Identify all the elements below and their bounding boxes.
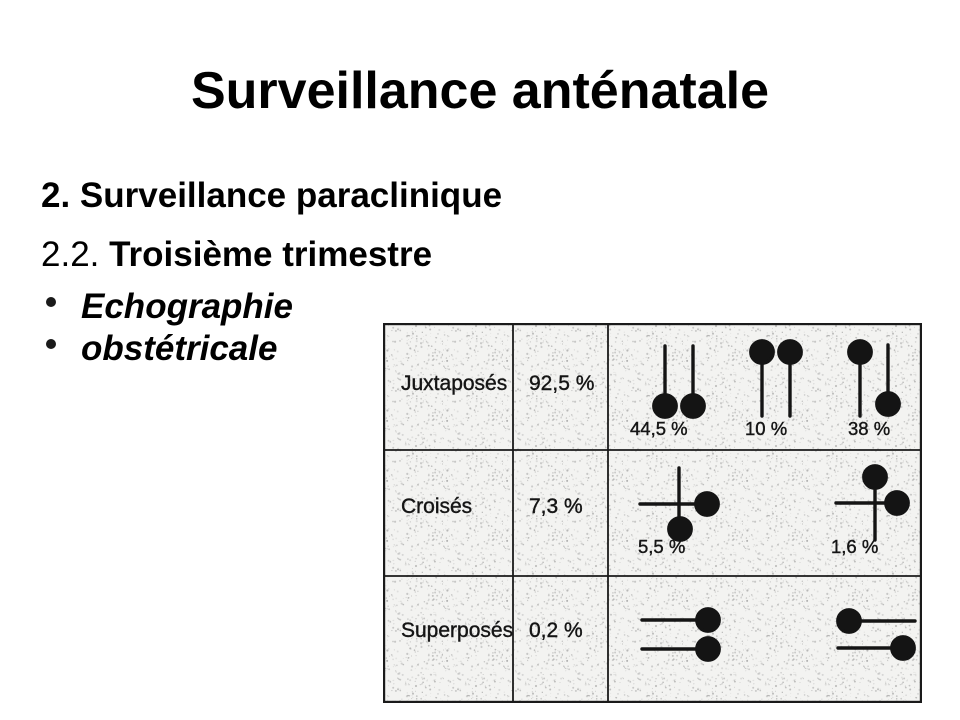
svg-text:1,6 %: 1,6 % bbox=[831, 536, 878, 557]
svg-text:7,3 %: 7,3 % bbox=[529, 495, 583, 518]
svg-text:92,5 %: 92,5 % bbox=[529, 372, 594, 395]
svg-text:0,2 %: 0,2 % bbox=[529, 619, 583, 642]
svg-text:10 %: 10 % bbox=[745, 418, 787, 439]
svg-text:Superposés: Superposés bbox=[401, 619, 513, 642]
svg-text:44,5 %: 44,5 % bbox=[630, 418, 688, 439]
svg-text:Croisés: Croisés bbox=[401, 495, 472, 518]
svg-text:Juxtaposés: Juxtaposés bbox=[401, 372, 507, 395]
svg-text:38 %: 38 % bbox=[848, 418, 890, 439]
svg-text:5,5 %: 5,5 % bbox=[638, 536, 685, 557]
